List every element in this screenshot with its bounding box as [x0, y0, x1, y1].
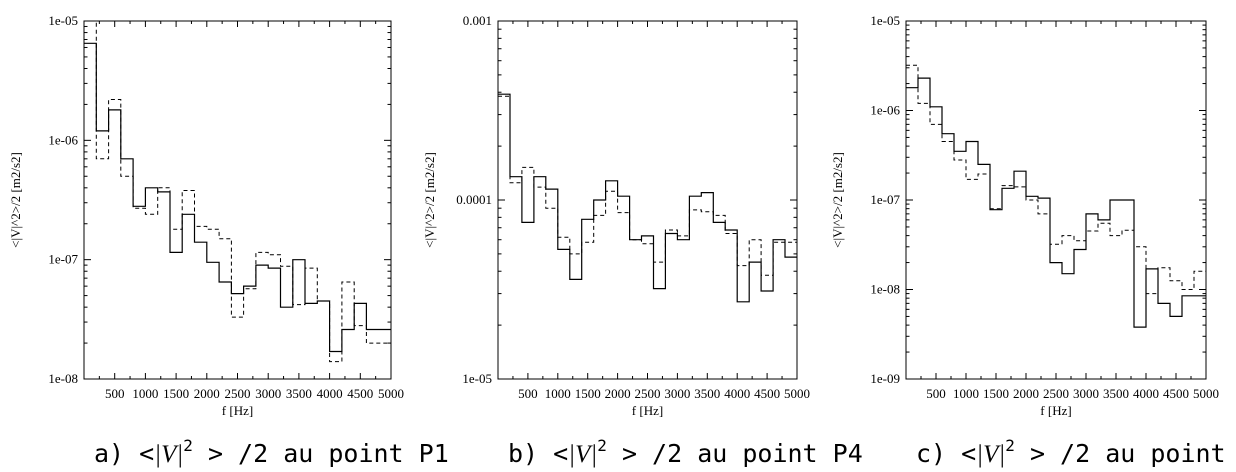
x-tick-label: 5000 [784, 386, 810, 401]
x-tick-label: 1500 [983, 386, 1009, 401]
y-tick-label: 0.001 [463, 13, 492, 28]
y-tick-label: 0.0001 [456, 192, 492, 207]
x-tick-label: 3500 [694, 386, 720, 401]
x-tick-label: 2000 [605, 386, 631, 401]
y-tick-label: 1e-08 [48, 371, 78, 386]
x-tick-label: 4500 [1163, 386, 1189, 401]
y-tick-label: 1e-06 [870, 103, 900, 118]
x-tick-label: 500 [926, 386, 946, 401]
y-tick-label: 1e-05 [462, 371, 492, 386]
chart-2: 500 1000 1500 2000 2500 3000 3500 4000 4500 5000 1… [422, 13, 863, 468]
y-tick-label: 1e-07 [870, 192, 900, 207]
x-tick-label: 1000 [953, 386, 979, 401]
x-tick-label: 2000 [194, 386, 220, 401]
series-dashed-line [906, 64, 1206, 295]
x-tick-label: 2500 [635, 386, 661, 401]
x-tick-label: 1500 [575, 386, 601, 401]
x-tick-label: 1000 [545, 386, 571, 401]
y-axis-label: <|V|^2>/2 [m2/s2] [830, 152, 845, 248]
y-tick-label: 1e-09 [870, 371, 900, 386]
x-tick-label: 4000 [317, 386, 343, 401]
x-tick-label: 3500 [1103, 386, 1129, 401]
x-tick-label: 2500 [225, 386, 251, 401]
x-tick-label: 1500 [163, 386, 189, 401]
x-tick-label: 2500 [1043, 386, 1069, 401]
series-solid-line [906, 77, 1206, 328]
x-tick-label: 4500 [347, 386, 373, 401]
x-tick-label: 5000 [378, 386, 404, 401]
x-tick-label: 500 [518, 386, 538, 401]
caption-2: b) <|V|2 > /2 au point P4 [508, 436, 863, 468]
x-axis-label: f [Hz] [222, 403, 253, 418]
y-tick-label: 1e-07 [48, 252, 78, 267]
caption-1: a) <|V|2 > /2 au point P1 [94, 436, 449, 468]
plot-frame [905, 20, 1207, 380]
x-tick-label: 4000 [724, 386, 750, 401]
series-solid-line [498, 93, 797, 303]
series-dashed-line [498, 95, 797, 276]
x-tick-label: 3000 [664, 386, 690, 401]
chart-3: 500 1000 1500 2000 2500 3000 3500 4000 4500 5000 1… [830, 13, 1236, 468]
series-dashed-line [84, 20, 391, 363]
x-tick-label: 5000 [1193, 386, 1219, 401]
plot-frame [497, 20, 798, 380]
x-axis-label: f [Hz] [1040, 403, 1071, 418]
x-tick-label: 3000 [1073, 386, 1099, 401]
y-tick-label: 1e-05 [870, 13, 900, 28]
x-tick-label: 4000 [1133, 386, 1159, 401]
y-tick-label: 1e-05 [48, 13, 78, 28]
x-axis-label: f [Hz] [632, 403, 663, 418]
y-axis-label: <|V|^2>/2 [m2/s2] [422, 152, 437, 248]
y-tick-label: 1e-08 [870, 282, 900, 297]
x-tick-label: 3000 [255, 386, 281, 401]
y-axis-label: <|V|^2>/2 [m2/s2] [8, 152, 23, 248]
x-tick-label: 4500 [754, 386, 780, 401]
caption-3: c) <|V|2 > /2 au point P7 [916, 436, 1236, 468]
y-tick-label: 1e-06 [48, 132, 78, 147]
series-solid-line [84, 42, 391, 353]
chart-1: 500 1000 1500 2000 2500 3000 3500 4000 4500 5000 1… [8, 13, 449, 468]
x-tick-label: 1000 [132, 386, 158, 401]
x-tick-label: 500 [105, 386, 125, 401]
plot-frame [83, 20, 392, 380]
x-tick-label: 3500 [286, 386, 312, 401]
x-tick-label: 2000 [1013, 386, 1039, 401]
